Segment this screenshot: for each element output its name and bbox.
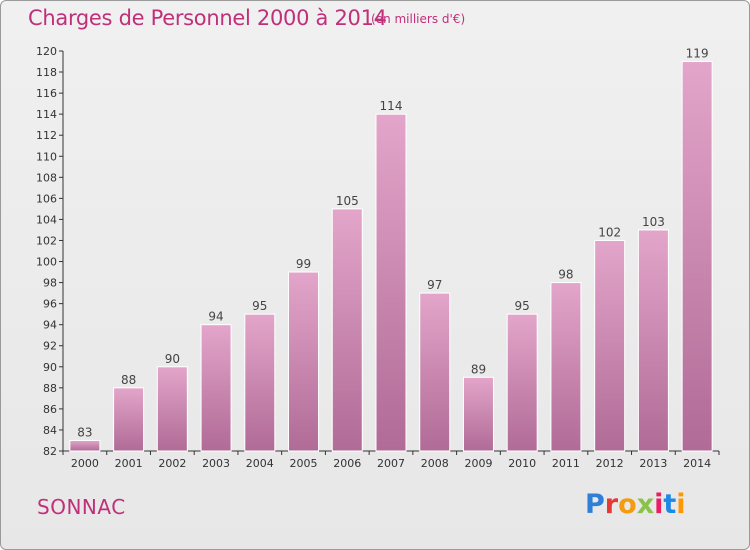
commune-name: SONNAC: [37, 495, 126, 519]
y-tick-label: 94: [43, 319, 57, 332]
bar-2013: [637, 229, 669, 452]
data-label-2013: 103: [642, 215, 665, 229]
bar-2003: [200, 324, 232, 452]
y-tick-label: 112: [36, 129, 57, 142]
logo-letter: o: [618, 489, 637, 520]
y-tick-label: 118: [36, 66, 57, 79]
data-label-2001: 88: [121, 373, 136, 387]
logo-letter: r: [604, 489, 619, 520]
y-tick-label: 100: [36, 256, 57, 269]
bar-2006: [331, 208, 363, 452]
data-label-2003: 94: [208, 310, 223, 324]
logo-letter: t: [663, 489, 677, 520]
data-label-2008: 97: [427, 278, 442, 292]
data-label-2007: 114: [380, 99, 403, 113]
logo-letter: i: [654, 489, 664, 520]
data-label-2005: 99: [296, 257, 311, 271]
bar-2012: [594, 239, 626, 452]
x-tick-label: 2010: [508, 457, 536, 470]
data-label-2010: 95: [515, 299, 530, 313]
bar-2014: [681, 61, 713, 452]
y-tick-label: 88: [43, 382, 57, 395]
y-tick-label: 86: [43, 403, 57, 416]
logo-letter: x: [636, 489, 655, 520]
y-tick-label: 92: [43, 340, 57, 353]
bar-2009: [462, 376, 494, 452]
y-tick-label: 84: [43, 424, 57, 437]
y-tick-label: 102: [36, 234, 57, 247]
x-tick-label: 2005: [290, 457, 318, 470]
data-label-2011: 98: [558, 268, 573, 282]
y-tick-label: 96: [43, 298, 57, 311]
y-tick-label: 116: [36, 87, 57, 100]
bar-2005: [288, 271, 320, 452]
data-labels: 83 88 90 94 95 99 105 114 97 89 95 98 102 103 119: [77, 47, 708, 440]
x-tick-label: 2012: [596, 457, 624, 470]
proxiti-logo: Proxiti: [585, 489, 686, 520]
x-tick-label: 2002: [158, 457, 186, 470]
x-tick-label: 2001: [115, 457, 143, 470]
x-tick-label: 2008: [421, 457, 449, 470]
bar-2010: [506, 313, 538, 452]
axes: 82 84 86 88 90 92 94 96 98 100 102 104 106 108 110 112 1…: [36, 45, 720, 470]
data-label-2002: 90: [165, 352, 180, 366]
y-tick-label: 106: [36, 192, 57, 205]
x-tick-label: 2011: [552, 457, 580, 470]
x-tick-label: 2009: [464, 457, 492, 470]
logo-letter: P: [585, 489, 605, 520]
x-tick-label: 2000: [71, 457, 99, 470]
logo-letter: i: [676, 489, 686, 520]
x-tick-label: 2007: [377, 457, 405, 470]
x-tick-label: 2013: [639, 457, 667, 470]
x-tick-label: 2006: [333, 457, 361, 470]
x-tick-label: 2014: [683, 457, 711, 470]
y-tick-label: 108: [36, 171, 57, 184]
bar-2002: [156, 366, 188, 452]
y-tick-label: 110: [36, 150, 57, 163]
bars: [69, 61, 713, 452]
y-tick-label: 104: [36, 213, 57, 226]
y-tick-label: 82: [43, 445, 57, 458]
bar-2007: [375, 113, 407, 452]
data-label-2014: 119: [686, 47, 709, 61]
chart-title: Charges de Personnel 2000 à 2014: [28, 6, 387, 30]
data-label-2012: 102: [598, 225, 621, 239]
y-tick-label: 120: [36, 45, 57, 58]
x-tick-label: 2003: [202, 457, 230, 470]
data-label-2004: 95: [252, 299, 267, 313]
bar-2001: [113, 387, 145, 452]
bar-2011: [550, 282, 582, 452]
data-label-2000: 83: [77, 425, 92, 439]
x-tick-label: 2004: [246, 457, 274, 470]
bar-2004: [244, 313, 276, 452]
y-tick-label: 98: [43, 277, 57, 290]
chart-subtitle: (en milliers d'€): [371, 12, 466, 26]
data-label-2006: 105: [336, 194, 359, 208]
bar-2008: [419, 292, 451, 452]
bar-2000: [69, 439, 101, 452]
y-tick-label: 90: [43, 361, 57, 374]
y-tick-label: 114: [36, 108, 57, 121]
data-label-2009: 89: [471, 362, 486, 376]
